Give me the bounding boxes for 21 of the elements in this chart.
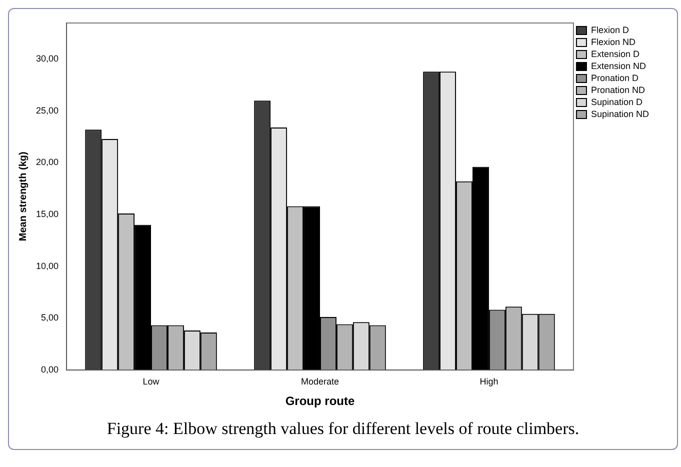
y-tick-label: 10,00	[36, 260, 59, 271]
y-axis-title: Mean strength (kg)	[18, 152, 29, 242]
y-tick-label: 20,00	[36, 157, 59, 168]
y-tick-label: 30,00	[36, 54, 59, 64]
x-tick-label: High	[480, 376, 498, 387]
legend-label: Extension D	[590, 48, 640, 59]
caption: Figure 4: Elbow strength values for different levels of route climbers.	[106, 419, 580, 439]
y-tick-label: 0,00	[40, 364, 59, 374]
legend-label: Pronation D	[590, 72, 639, 83]
legend-label: Flexion ND	[590, 36, 636, 47]
y-tick-label: 5,00	[40, 312, 59, 323]
x-axis-title: Group route	[285, 394, 355, 408]
y-tick-label: 15,00	[36, 209, 59, 219]
legend-label: Supination D	[590, 96, 643, 107]
x-tick-label: Low	[142, 376, 160, 387]
legend-label: Flexion D	[590, 24, 630, 35]
x-tick-label: Moderate	[300, 376, 340, 387]
legend-label: Extension ND	[590, 60, 646, 71]
legend-label: Pronation ND	[590, 84, 646, 95]
legend-label: Supination ND	[590, 108, 650, 119]
y-tick-label: 25,00	[36, 105, 59, 116]
